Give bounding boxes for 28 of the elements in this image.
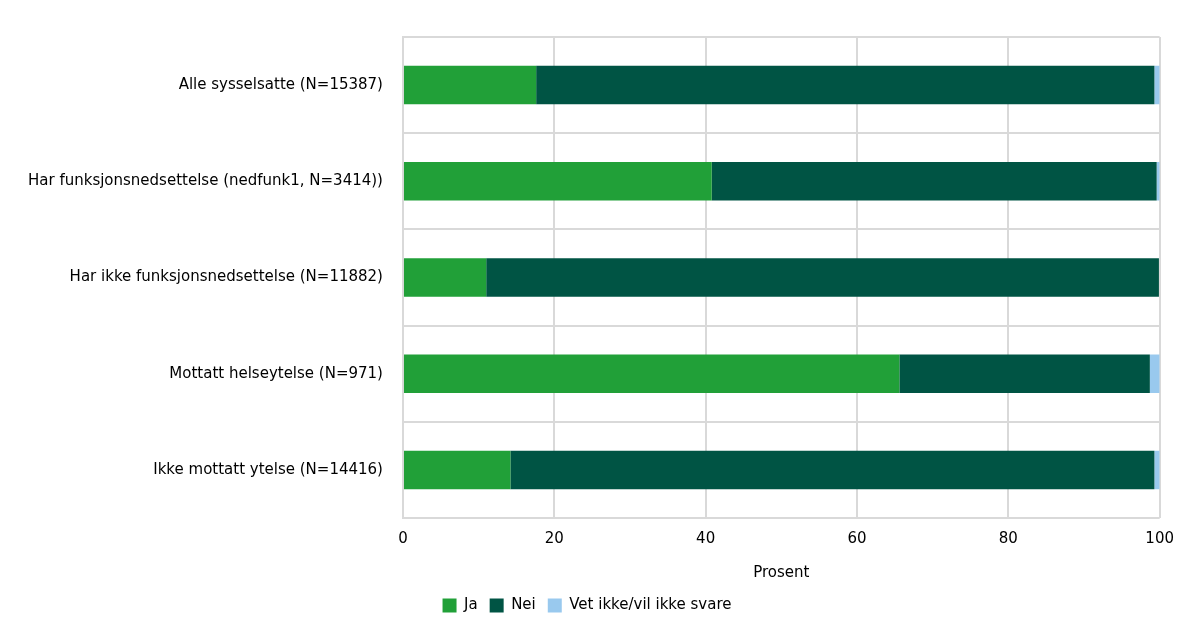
y-tick-label: Mottatt helseytelse (N=971) [169, 363, 383, 382]
bar [711, 162, 1157, 201]
bar [403, 258, 487, 297]
bar [536, 65, 1155, 105]
bar [1149, 354, 1160, 393]
y-tick-label: Har funksjonsnedsettelse (nedfunk1, N=3414)) [27, 171, 383, 190]
bar [403, 354, 900, 393]
y-tick-label: Alle sysselsatte (N=15387) [178, 74, 383, 93]
bar [486, 258, 1159, 297]
bar [403, 162, 712, 201]
bar [1154, 450, 1160, 490]
bar [899, 354, 1150, 393]
x-tick-label: 0 [398, 528, 408, 547]
legend-label: Ja [463, 595, 478, 614]
y-tick-label: Har ikke funksjonsnedsettelse (N=11882) [69, 267, 383, 286]
bar [403, 450, 511, 490]
legend-label: Nei [511, 595, 536, 614]
legend-label: Vet ikke/vil ikke svare [569, 595, 732, 614]
x-axis-title: Prosent [753, 562, 810, 581]
y-tick-label: Ikke mottatt ytelse (N=14416) [153, 459, 383, 478]
bar [1154, 65, 1160, 105]
x-tick-label: 80 [998, 528, 1018, 547]
x-tick-label: 100 [1145, 528, 1175, 547]
x-tick-label: 60 [847, 528, 867, 547]
x-tick-label: 40 [696, 528, 716, 547]
bar [510, 450, 1155, 490]
bar [403, 65, 537, 105]
x-tick-label: 20 [544, 528, 564, 547]
